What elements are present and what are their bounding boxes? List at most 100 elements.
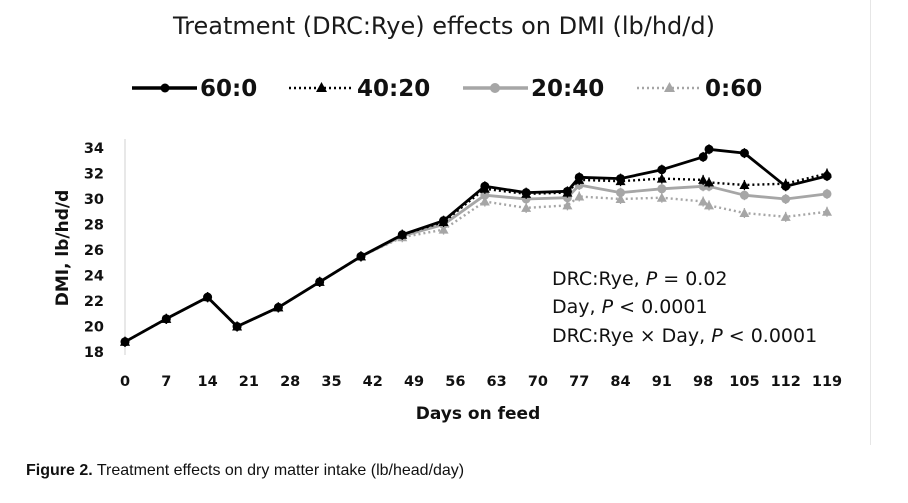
data-point [574,172,584,182]
series-line [124,172,828,343]
series-line [124,147,828,344]
data-point [739,148,749,158]
x-tick-label: 28 [280,374,300,390]
x-tick-label: 21 [239,374,259,390]
data-point [120,337,130,347]
data-point [739,190,749,200]
y-tick-label: 26 [84,243,104,259]
figure-number: Figure 2. [26,462,93,479]
caption-text: Treatment effects on dry matter intake (… [92,462,465,479]
series-lines [120,144,832,347]
data-point [203,292,213,302]
data-point [822,206,832,216]
legend-swatch-marker [664,82,675,92]
data-point [781,194,791,204]
legend-label: 40:20 [357,76,430,102]
y-tick-label: 24 [84,269,104,285]
data-point [161,314,171,324]
data-point [822,189,832,199]
x-tick-label: 98 [693,374,713,390]
data-point [479,196,490,206]
data-point [574,191,585,201]
data-point [739,208,750,218]
legend-item-20-40: 20:40 [463,76,604,102]
legend-swatch-marker [160,83,170,93]
x-tick-label: 56 [445,374,465,390]
legend-label: 60:0 [200,76,257,102]
figure-caption: Figure 2. Treatment effects on dry matte… [26,462,464,480]
data-point [397,230,407,240]
divider-line [870,0,871,445]
x-tick-label: 42 [363,374,383,390]
stat-day: Day, P < 0.0001 [552,296,708,318]
data-point [616,174,626,184]
x-axis-label: Days on feed [416,404,541,424]
legend-item-40-20: 40:20 [289,76,430,102]
y-tick-label: 22 [84,294,104,310]
legend-swatch-marker [316,82,327,92]
data-point [616,188,626,198]
data-point [480,181,490,191]
data-point [656,192,667,202]
y-tick-label: 18 [84,345,104,361]
y-tick-label: 32 [84,167,104,183]
x-tick-label: 84 [610,374,630,390]
data-point [657,184,667,194]
data-point [562,200,573,210]
y-tick-label: 20 [84,320,104,336]
data-point [704,200,715,210]
y-tick-labels: 18 20 22 24 26 28 30 32 34 [84,141,104,361]
data-point [780,211,791,221]
x-tick-label: 7 [161,374,171,390]
series-line [124,195,828,343]
x-tick-label: 49 [404,374,424,390]
x-tick-label: 112 [771,374,801,390]
legend-item-60-0: 60:0 [132,76,257,102]
data-point [521,202,532,212]
x-tick-label: 35 [321,374,341,390]
data-point [704,144,714,154]
chart-title: Treatment (DRC:Rye) effects on DMI (lb/h… [172,12,715,40]
data-point [356,251,366,261]
data-point [698,196,709,206]
x-tick-label: 63 [487,374,507,390]
stat-drc-rye: DRC:Rye, P = 0.02 [552,268,728,290]
data-point [562,186,572,196]
data-point [521,188,531,198]
legend-label: 20:40 [531,76,604,102]
x-tick-label: 119 [812,374,842,390]
data-point [315,277,325,287]
x-tick-label: 0 [120,374,130,390]
legend: 60:0 40:20 20:40 0:60 [132,76,762,102]
chart: Treatment (DRC:Rye) effects on DMI (lb/h… [53,12,842,424]
data-point [232,322,242,331]
x-tick-label: 77 [569,374,589,390]
data-point [822,171,832,181]
x-tick-label: 105 [729,374,759,390]
y-tick-label: 28 [84,218,104,234]
legend-swatch-marker [490,83,500,93]
x-tick-label: 14 [197,374,217,390]
stats-annotations: DRC:Rye, P = 0.02 Day, P < 0.0001 DRC:Ry… [552,268,817,347]
data-point [781,181,791,191]
data-point [739,179,750,189]
data-point [698,152,708,162]
legend-label: 0:60 [705,76,762,102]
series-60-0 [120,144,832,347]
y-tick-label: 34 [84,141,104,157]
data-point [273,302,283,312]
series-20-40 [120,179,832,347]
y-axis-label: DMI, lb/hd/d [53,190,73,307]
data-point [615,194,626,203]
data-point [657,165,667,175]
stat-interaction: DRC:Rye × Day, P < 0.0001 [552,325,817,347]
x-tick-label: 91 [652,374,672,390]
y-tick-label: 30 [84,192,104,208]
x-tick-label: 70 [528,374,548,390]
legend-item-0-60: 0:60 [637,76,762,102]
data-point [439,216,449,226]
data-point [704,177,715,187]
data-point [698,174,709,184]
x-tick-labels: 0 7 14 21 28 35 42 49 56 63 70 77 84 91 98 105 112 119 [120,374,842,390]
